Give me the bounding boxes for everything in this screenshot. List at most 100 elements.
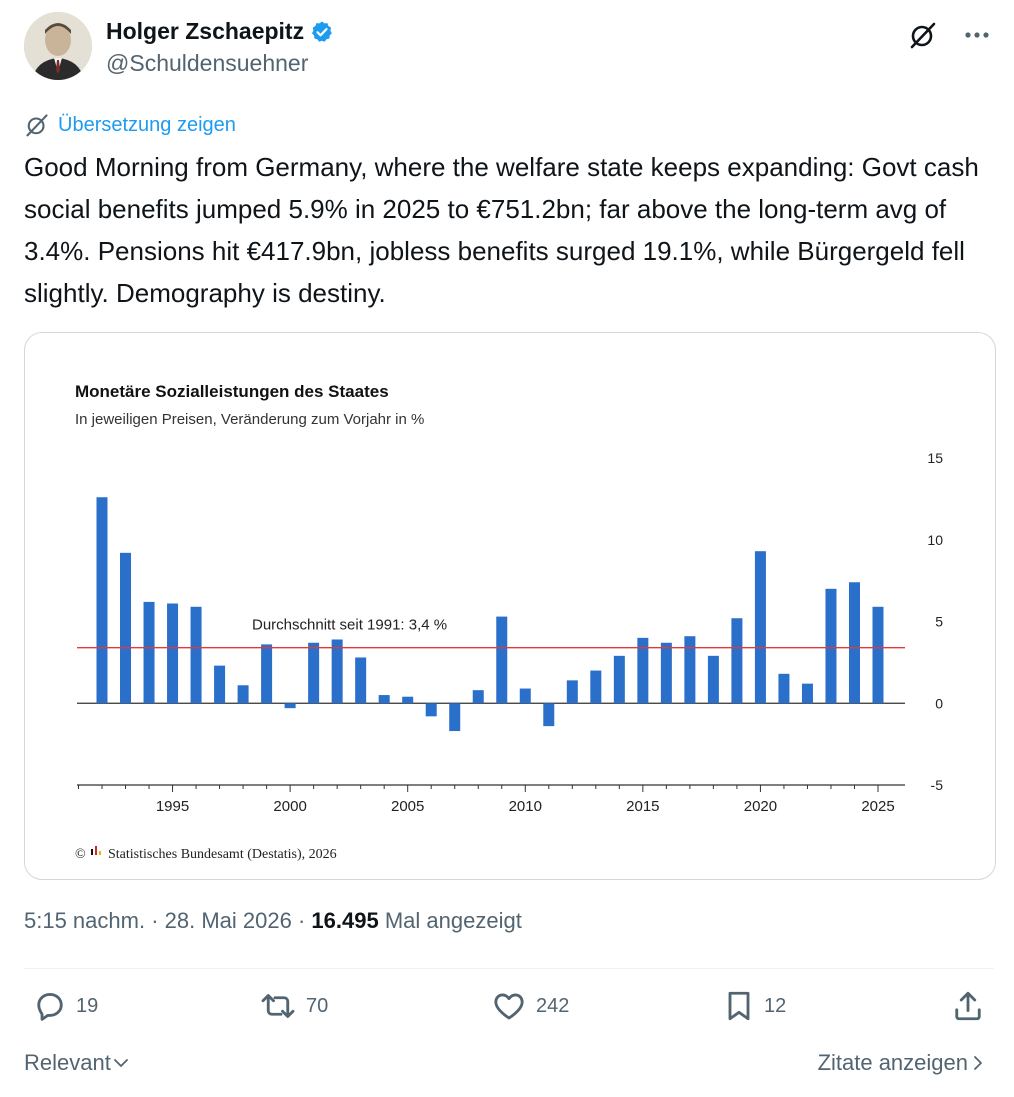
grok-button[interactable] — [906, 18, 940, 52]
author-name-row: Holger Zschaepitz — [106, 18, 334, 45]
bar-2021 — [778, 673, 790, 704]
bar-2022 — [801, 683, 813, 704]
y-tick-label: 0 — [935, 695, 943, 711]
y-tick-label: 10 — [927, 532, 943, 548]
more-options-button[interactable] — [960, 18, 994, 52]
chart-subtitle: In jeweiligen Preisen, Veränderung zum V… — [75, 411, 424, 428]
quotes-label: Zitate anzeigen — [817, 1050, 968, 1075]
bookmark-count: 12 — [764, 994, 787, 1017]
bar-1999 — [261, 644, 273, 704]
y-tick-label: 5 — [935, 614, 943, 630]
bar-1994 — [143, 601, 155, 704]
bar-2015 — [637, 637, 649, 704]
bookmark-button[interactable]: 12 — [722, 988, 786, 1024]
tweet-header: Holger Zschaepitz @Schuldensuehner — [24, 12, 994, 82]
tweet-date[interactable]: 28. Mai 2026 — [164, 908, 292, 933]
avatar[interactable] — [24, 12, 92, 80]
author-handle[interactable]: @Schuldensuehner — [106, 50, 309, 76]
bar-2007 — [449, 703, 461, 732]
bar-2005 — [402, 696, 414, 704]
y-tick-label: 15 — [927, 450, 943, 466]
share-icon — [955, 991, 981, 1021]
views-label: Mal angezeigt — [384, 908, 522, 933]
repost-count: 70 — [306, 994, 329, 1017]
chevron-right-icon — [974, 1056, 982, 1070]
view-quotes-link[interactable]: Zitate anzeigen — [818, 1050, 988, 1076]
bar-2023 — [825, 588, 837, 704]
bar-2008 — [472, 690, 484, 704]
action-bar: 19 70 242 12 — [24, 988, 994, 1034]
reply-icon — [37, 993, 63, 1021]
bar-1996 — [190, 606, 202, 704]
repost-icon — [261, 994, 295, 1018]
tweet-media-chart[interactable]: Monetäre Sozialleistungen des Staates In … — [24, 332, 996, 880]
bar-2025 — [872, 606, 884, 704]
destatis-logo-bar — [99, 851, 101, 855]
bar-1997 — [214, 665, 226, 704]
bar-chart: Monetäre Sozialleistungen des Staates In … — [75, 382, 944, 862]
more-icon — [965, 32, 989, 38]
bar-2002 — [331, 639, 343, 704]
bar-2019 — [731, 618, 743, 704]
divider — [24, 968, 994, 969]
share-button[interactable] — [950, 988, 994, 1024]
bar-2003 — [355, 657, 367, 704]
like-count: 242 — [536, 994, 570, 1017]
bar-2013 — [590, 670, 602, 704]
translate-label: Übersetzung zeigen — [58, 113, 236, 136]
x-tick-label: 2015 — [626, 798, 659, 815]
bar-1995 — [167, 603, 179, 704]
x-tick-label: 2010 — [509, 798, 542, 815]
bar-2016 — [660, 642, 672, 704]
x-tick-label: 2000 — [273, 798, 306, 815]
tweet-text: Good Morning from Germany, where the wel… — [24, 152, 979, 308]
like-button[interactable]: 242 — [490, 988, 569, 1024]
replies-footer: Relevant Zitate anzeigen — [24, 1050, 994, 1080]
reply-button[interactable]: 19 — [32, 988, 98, 1024]
bar-1992 — [96, 497, 108, 704]
bar-2009 — [496, 616, 508, 704]
bar-2006 — [425, 703, 437, 717]
bar-2024 — [848, 582, 860, 704]
chart-title: Monetäre Sozialleistungen des Staates — [75, 382, 389, 401]
x-tick-label: 1995 — [156, 798, 189, 815]
views-count: 16.495 — [311, 908, 379, 933]
author-name[interactable]: Holger Zschaepitz — [106, 18, 305, 44]
chart-source: Statistisches Bundesamt (Destatis), 2026 — [108, 847, 337, 862]
bookmark-icon — [728, 991, 750, 1021]
bar-2001 — [308, 642, 320, 704]
verified-badge-icon — [312, 21, 332, 42]
header-icons — [906, 18, 994, 52]
tweet-time[interactable]: 5:15 nachm. — [24, 908, 146, 933]
grok-translate-icon — [26, 114, 48, 137]
bar-2004 — [378, 695, 390, 704]
x-tick-label: 2020 — [744, 798, 777, 815]
destatis-logo-bar — [91, 849, 93, 855]
bar-2000 — [284, 703, 296, 709]
bar-2012 — [566, 680, 578, 704]
tweet-meta: 5:15 nachm. · 28. Mai 2026 · 16.495 Mal … — [24, 908, 522, 934]
average-label: Durchschnitt seit 1991: 3,4 % — [252, 617, 447, 634]
y-tick-label: -5 — [931, 777, 944, 793]
bar-2017 — [684, 636, 696, 704]
destatis-logo-bar — [95, 846, 97, 855]
avatar-portrait-icon — [24, 12, 92, 80]
meta-separator: · — [291, 908, 312, 933]
bar-2018 — [707, 655, 719, 704]
source-copyright: © — [75, 847, 86, 862]
heart-icon — [494, 993, 524, 1020]
bar-2011 — [543, 703, 555, 727]
bar-2014 — [613, 655, 625, 704]
chevron-down-icon — [113, 1059, 128, 1067]
reply-count: 19 — [76, 994, 99, 1017]
bar-1993 — [120, 552, 132, 704]
x-tick-label: 2025 — [861, 798, 894, 815]
repost-button[interactable]: 70 — [258, 988, 328, 1024]
meta-separator: · — [145, 908, 165, 933]
grok-icon — [910, 22, 936, 49]
sort-dropdown[interactable]: Relevant — [24, 1050, 131, 1076]
bar-2020 — [754, 551, 766, 704]
sort-label: Relevant — [24, 1050, 111, 1075]
translate-link[interactable]: Übersetzung zeigen — [24, 112, 236, 138]
bar-1998 — [237, 685, 249, 704]
